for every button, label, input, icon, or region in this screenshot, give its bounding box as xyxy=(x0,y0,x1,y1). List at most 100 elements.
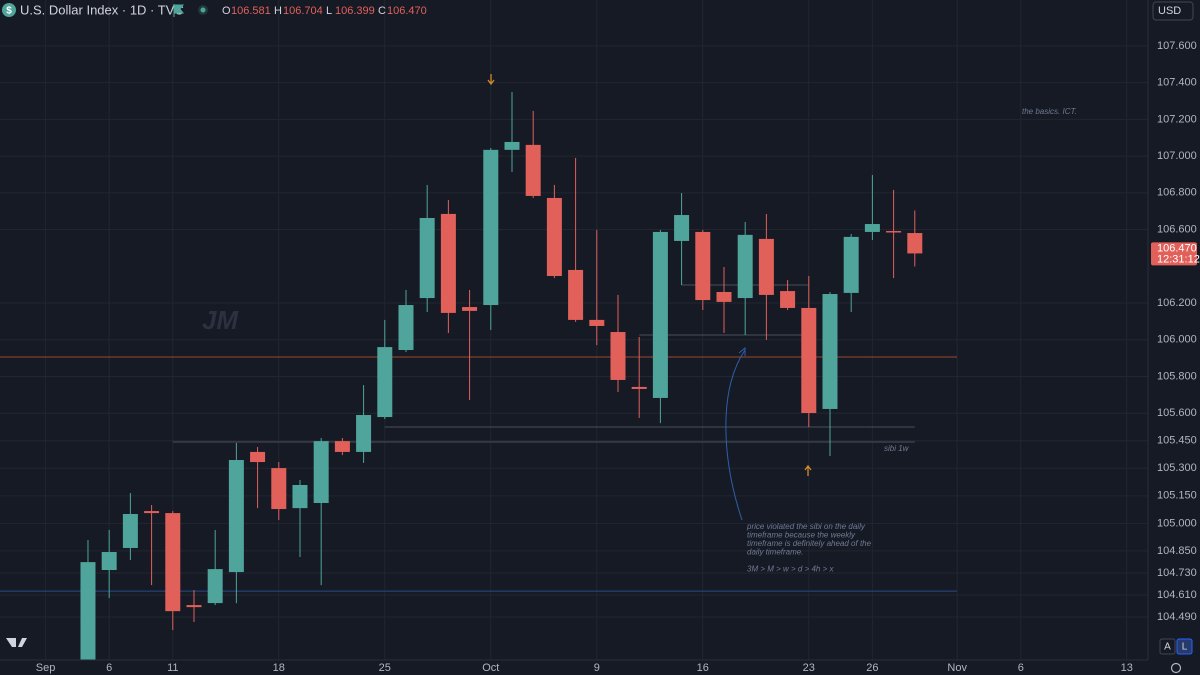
note-line: daily timeframe. xyxy=(747,548,803,557)
candle-body xyxy=(186,605,202,608)
curved-arrow xyxy=(725,349,746,521)
auto-label: A xyxy=(1164,642,1171,653)
candle-body xyxy=(440,213,456,313)
candle-body xyxy=(356,415,372,452)
y-tick-label: 104.490 xyxy=(1157,611,1197,623)
y-tick-label: 106.800 xyxy=(1157,187,1197,199)
candle-body xyxy=(568,269,584,320)
currency-button[interactable] xyxy=(1152,1,1194,21)
x-tick-label: 26 xyxy=(866,662,878,674)
y-tick-label: 105.600 xyxy=(1157,407,1197,419)
x-tick-label: 9 xyxy=(594,662,600,674)
candle-body xyxy=(674,215,690,241)
log-label: L xyxy=(1182,642,1188,653)
candle-body xyxy=(144,511,160,514)
candle-body xyxy=(207,569,223,604)
candle-body xyxy=(631,386,647,389)
candle-body xyxy=(864,224,880,232)
candle-body xyxy=(250,451,266,463)
candle-body xyxy=(758,238,774,295)
y-tick-label: 104.730 xyxy=(1157,567,1197,579)
y-tick-label: 106.200 xyxy=(1157,297,1197,309)
y-tick-label: 107.400 xyxy=(1157,77,1197,89)
candle-body xyxy=(334,441,350,452)
auto-button[interactable] xyxy=(1159,638,1176,655)
candle-body xyxy=(610,332,626,380)
candle-body xyxy=(822,294,838,409)
last-price-tag xyxy=(1151,242,1197,266)
watermark: JM xyxy=(202,305,239,335)
x-tick-label: 11 xyxy=(167,662,178,674)
tv-logo xyxy=(6,638,27,647)
y-tick-label: 107.200 xyxy=(1157,113,1197,125)
log-button[interactable] xyxy=(1176,638,1193,655)
candle-body xyxy=(462,307,478,311)
candle-body xyxy=(292,484,308,509)
currency-label: USD xyxy=(1158,5,1181,17)
y-axis: 107.600 107.400 107.200 107.000 106.800 106.6… xyxy=(1151,40,1200,623)
candle-body xyxy=(271,468,287,510)
ohlc-value: 106.470 xyxy=(387,5,427,17)
chart-title: U.S. Dollar Index · 1D · TVC xyxy=(20,2,184,17)
y-tick-label: 105.150 xyxy=(1157,490,1197,502)
candle-body xyxy=(886,231,902,233)
y-tick-label: 107.000 xyxy=(1157,150,1197,162)
y-tick-label: 107.600 xyxy=(1157,40,1197,52)
note: price violated the sibi on the dailytime… xyxy=(746,522,872,574)
arrow-head xyxy=(738,346,746,356)
countdown-label: 12:31:12 xyxy=(1157,253,1200,265)
candle-body xyxy=(652,231,668,398)
candle-body xyxy=(546,197,562,277)
up-arrow xyxy=(804,464,812,476)
annotation: sibi 1w xyxy=(884,444,910,453)
candle-body xyxy=(313,441,329,503)
x-tick-label: 23 xyxy=(803,662,815,674)
candle-body xyxy=(483,149,499,306)
candle-body xyxy=(737,234,753,299)
x-tick-label: Sep xyxy=(36,662,56,674)
note-line: timeframe is definitely ahead of the xyxy=(747,539,872,548)
note-line: timeframe because the weekly xyxy=(747,531,856,540)
y-tick-label: 105.800 xyxy=(1157,370,1197,382)
ohlc-letter: O xyxy=(222,5,231,17)
levels xyxy=(0,284,957,592)
y-tick-label: 104.610 xyxy=(1157,589,1197,601)
candle-body xyxy=(525,144,541,196)
x-tick-label: 6 xyxy=(106,662,112,674)
x-tick-label: Oct xyxy=(482,662,499,674)
note-line: 3M > M > w > d > 4h > x xyxy=(747,565,834,574)
candle-body xyxy=(843,236,859,293)
candle-body xyxy=(419,217,435,299)
candle-body xyxy=(504,141,520,150)
ohlc-value: 106.399 xyxy=(335,5,375,17)
candle-body xyxy=(101,552,117,571)
candle-body xyxy=(801,307,817,414)
ohlc-letter: L xyxy=(326,5,332,17)
candles xyxy=(80,92,923,660)
ohlc-value: 106.581 xyxy=(231,5,271,17)
x-tick-label: Nov xyxy=(947,662,967,674)
ohlc-letter: H xyxy=(274,5,282,17)
x-tick-label: 13 xyxy=(1121,662,1133,674)
last-price-label: 106.470 xyxy=(1157,242,1197,254)
candle-body xyxy=(80,562,96,660)
candle-body xyxy=(398,305,414,351)
y-tick-label: 105.300 xyxy=(1157,462,1197,474)
ohlc-letter: C xyxy=(378,5,386,17)
flag-icon[interactable] xyxy=(173,4,184,17)
ohlc-legend: O 106.581 H 106.704 L 106.399 C 106.470 xyxy=(222,5,427,17)
candle-body xyxy=(695,231,711,301)
price-axis xyxy=(1148,0,1200,675)
settings-icon[interactable] xyxy=(1170,662,1182,674)
y-tick-label: 104.850 xyxy=(1157,545,1197,557)
candle-body xyxy=(716,291,732,302)
x-tick-label: 16 xyxy=(697,662,709,674)
y-tick-label: 105.450 xyxy=(1157,435,1197,447)
candle-body xyxy=(122,514,138,548)
candle-body xyxy=(165,513,181,612)
x-tick-label: 18 xyxy=(273,662,285,674)
status-dot-inner xyxy=(200,7,206,13)
y-tick-label: 106.000 xyxy=(1157,334,1197,346)
note-line: price violated the sibi on the daily xyxy=(746,522,866,531)
